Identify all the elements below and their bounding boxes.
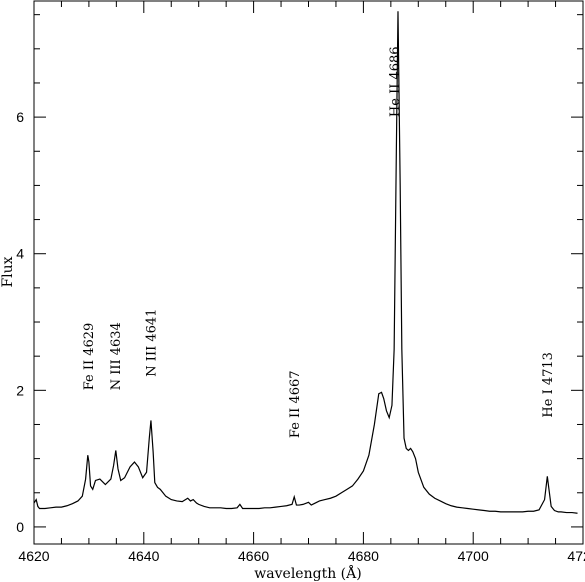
x-tick-label: 4620: [18, 548, 49, 564]
y-tick-label: 4: [16, 246, 24, 262]
x-tick-label: 4640: [128, 548, 159, 564]
x-tick-label: 4680: [348, 548, 379, 564]
y-tick-label: 6: [16, 109, 24, 125]
x-tick-label: 4700: [458, 548, 489, 564]
line-annotation: He I 4713: [541, 352, 556, 418]
x-tick-label: 4720: [567, 548, 585, 564]
y-axis-label: Flux: [0, 256, 16, 287]
line-annotation: N III 4634: [109, 322, 124, 390]
y-tick-label: 2: [16, 382, 24, 398]
x-axis-label: wavelength (Å): [254, 564, 361, 582]
line-annotation: He II 4686: [388, 46, 403, 117]
y-tick-label: 0: [16, 519, 24, 535]
line-annotation: Fe II 4667: [288, 370, 303, 438]
series-line: [33, 11, 578, 514]
line-annotation: Fe II 4629: [82, 323, 97, 391]
plot-frame: [33, 0, 584, 545]
x-tick-label: 4660: [238, 548, 269, 564]
line-annotation: N III 4641: [145, 309, 160, 377]
